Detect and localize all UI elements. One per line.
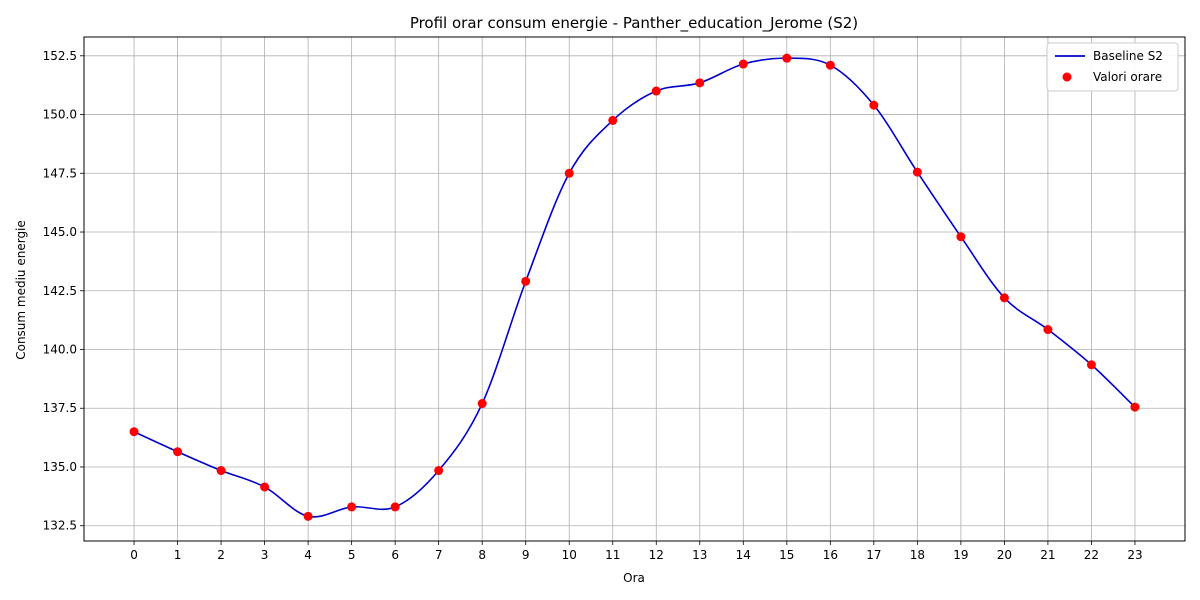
x-tick-label: 2 xyxy=(217,548,225,562)
x-tick-label: 9 xyxy=(522,548,530,562)
data-point xyxy=(1043,325,1053,335)
x-tick-label: 6 xyxy=(391,548,399,562)
data-point xyxy=(1086,360,1096,370)
x-axis-label: Ora xyxy=(623,571,645,585)
y-tick-label: 152.5 xyxy=(43,49,77,63)
data-point xyxy=(999,293,1009,303)
x-tick-label: 16 xyxy=(823,548,838,562)
data-point xyxy=(303,511,313,521)
data-point xyxy=(956,232,966,242)
y-axis-ticks: 132.5 135.0 137.5 140.0 142.5 145.0 147.5 150.0… xyxy=(43,49,84,533)
data-point xyxy=(608,115,618,125)
data-point xyxy=(869,100,879,110)
data-point xyxy=(477,399,487,409)
legend: Baseline S2 Valori orare xyxy=(1046,42,1179,92)
chart-title: Profil orar consum energie - Panther_edu… xyxy=(410,14,858,33)
series-points-layer xyxy=(129,53,1140,521)
plot-frame xyxy=(83,36,1186,542)
x-tick-label: 11 xyxy=(605,548,620,562)
x-tick-label: 14 xyxy=(736,548,751,562)
data-point xyxy=(347,502,357,512)
data-point xyxy=(912,167,922,177)
data-point xyxy=(738,59,748,69)
data-point xyxy=(173,447,183,457)
x-tick-label: 21 xyxy=(1040,548,1055,562)
y-axis-label: Consum mediu energie xyxy=(14,220,28,360)
data-point xyxy=(564,168,574,178)
x-tick-label: 19 xyxy=(953,548,968,562)
y-tick-label: 147.5 xyxy=(43,166,77,180)
y-tick-label: 140.0 xyxy=(43,343,77,357)
y-tick-label: 142.5 xyxy=(43,284,77,298)
x-tick-label: 0 xyxy=(130,548,138,562)
data-point xyxy=(782,53,792,63)
legend-label-baseline: Baseline S2 xyxy=(1093,49,1163,63)
data-point xyxy=(695,78,705,88)
data-point xyxy=(521,276,531,286)
y-tick-label: 137.5 xyxy=(43,401,77,415)
x-tick-label: 23 xyxy=(1127,548,1142,562)
data-point xyxy=(651,86,661,96)
y-tick-label: 150.0 xyxy=(43,108,77,122)
x-tick-label: 10 xyxy=(562,548,577,562)
legend-label-points: Valori orare xyxy=(1093,70,1162,84)
data-point xyxy=(434,466,444,476)
x-tick-label: 20 xyxy=(997,548,1012,562)
x-axis-ticks: 0 1 2 3 4 5 6 7 8 9 10 11 12 13 14 15 16 17 18 19 20 21 22 23 xyxy=(130,541,1143,562)
data-point xyxy=(390,502,400,512)
y-tick-label: 132.5 xyxy=(43,519,77,533)
x-tick-label: 5 xyxy=(348,548,356,562)
x-tick-label: 17 xyxy=(866,548,881,562)
x-tick-label: 15 xyxy=(779,548,794,562)
legend-point-swatch xyxy=(1062,72,1072,82)
x-tick-label: 22 xyxy=(1084,548,1099,562)
legend-box xyxy=(1046,42,1179,92)
y-tick-label: 135.0 xyxy=(43,460,77,474)
data-point xyxy=(825,60,835,70)
x-tick-label: 3 xyxy=(261,548,269,562)
x-tick-label: 8 xyxy=(478,548,486,562)
y-tick-label: 145.0 xyxy=(43,225,77,239)
data-point xyxy=(129,427,139,437)
x-tick-label: 18 xyxy=(910,548,925,562)
x-tick-label: 1 xyxy=(174,548,182,562)
x-tick-label: 12 xyxy=(649,548,664,562)
data-point xyxy=(260,482,270,492)
data-point xyxy=(1130,402,1140,412)
x-tick-label: 13 xyxy=(692,548,707,562)
data-point xyxy=(216,466,226,476)
x-tick-label: 7 xyxy=(435,548,443,562)
x-tick-label: 4 xyxy=(304,548,312,562)
